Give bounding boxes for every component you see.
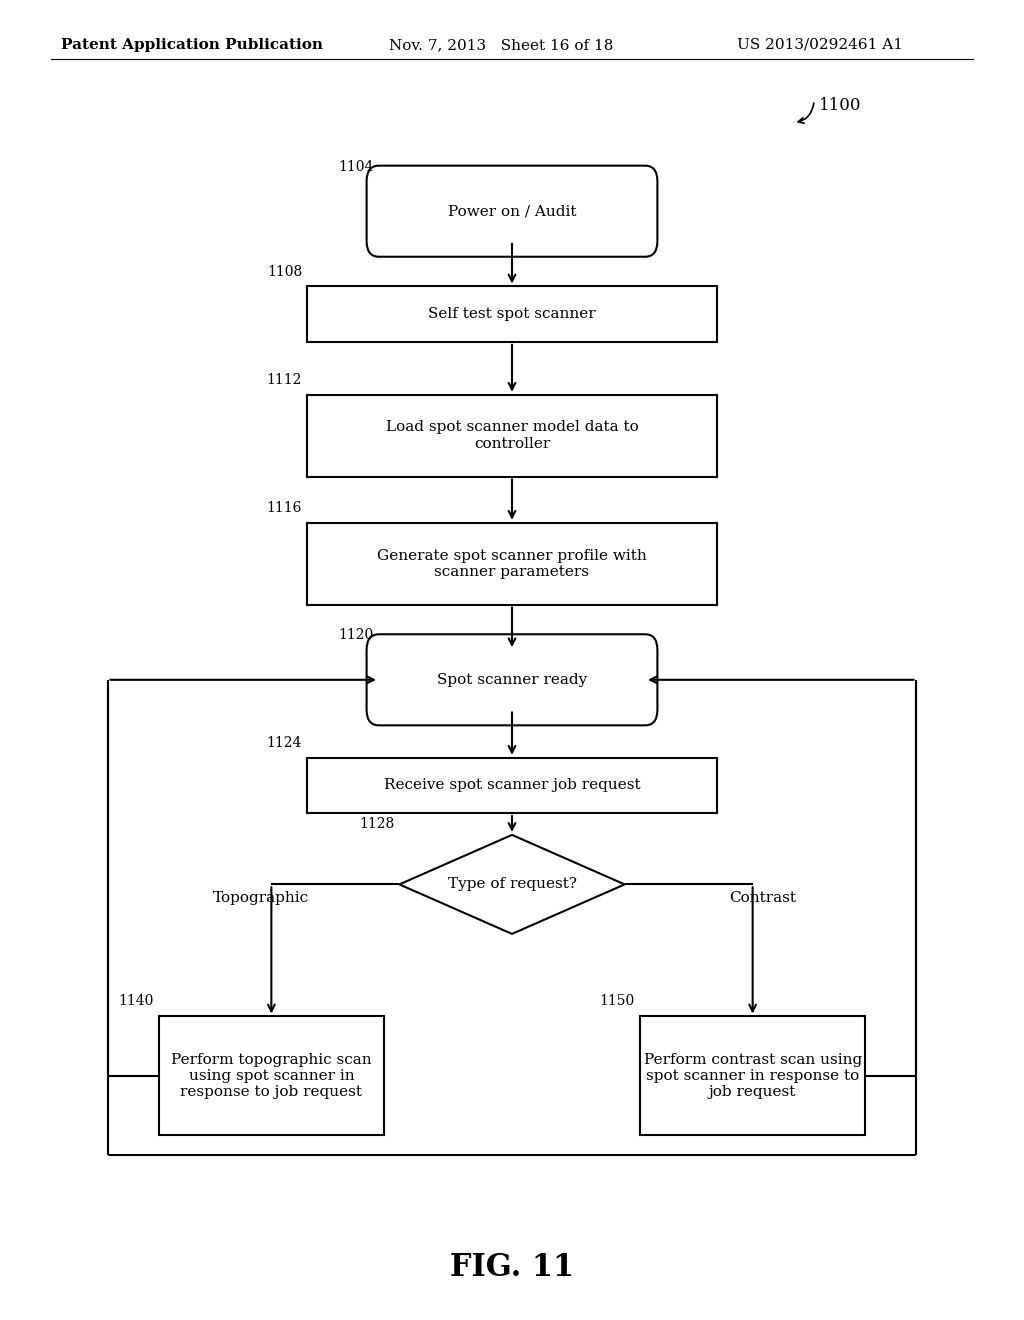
Text: Contrast: Contrast [729, 891, 797, 906]
Text: 1120: 1120 [339, 628, 374, 643]
Text: 1116: 1116 [266, 500, 302, 515]
Text: Patent Application Publication: Patent Application Publication [61, 38, 324, 51]
Bar [307, 395, 717, 477]
Text: 1104: 1104 [338, 160, 374, 174]
Text: 1150: 1150 [600, 994, 635, 1008]
Text: Perform topographic scan
using spot scanner in
response to job request: Perform topographic scan using spot scan… [171, 1052, 372, 1100]
Text: 1128: 1128 [359, 817, 394, 832]
Text: Perform contrast scan using
spot scanner in response to
job request: Perform contrast scan using spot scanner… [643, 1052, 862, 1100]
Text: Type of request?: Type of request? [447, 878, 577, 891]
Text: Spot scanner ready: Spot scanner ready [437, 673, 587, 686]
Text: US 2013/0292461 A1: US 2013/0292461 A1 [737, 38, 903, 51]
Bar [159, 1016, 384, 1135]
Text: 1108: 1108 [267, 264, 302, 279]
Bar [640, 1016, 865, 1135]
Text: Load spot scanner model data to
controller: Load spot scanner model data to controll… [386, 421, 638, 450]
Text: Self test spot scanner: Self test spot scanner [428, 308, 596, 321]
Text: Nov. 7, 2013   Sheet 16 of 18: Nov. 7, 2013 Sheet 16 of 18 [389, 38, 613, 51]
Text: 1140: 1140 [118, 994, 154, 1008]
Text: Power on / Audit: Power on / Audit [447, 205, 577, 218]
Bar [307, 286, 717, 342]
Text: 1112: 1112 [266, 372, 302, 387]
Text: FIG. 11: FIG. 11 [450, 1251, 574, 1283]
Text: Generate spot scanner profile with
scanner parameters: Generate spot scanner profile with scann… [377, 549, 647, 578]
Bar [307, 523, 717, 605]
Bar [307, 758, 717, 813]
FancyBboxPatch shape [367, 165, 657, 256]
FancyBboxPatch shape [367, 635, 657, 726]
Text: 1100: 1100 [819, 98, 862, 114]
Text: 1124: 1124 [266, 735, 302, 750]
Polygon shape [399, 836, 625, 935]
Text: Receive spot scanner job request: Receive spot scanner job request [384, 779, 640, 792]
Text: Topographic: Topographic [213, 891, 309, 906]
